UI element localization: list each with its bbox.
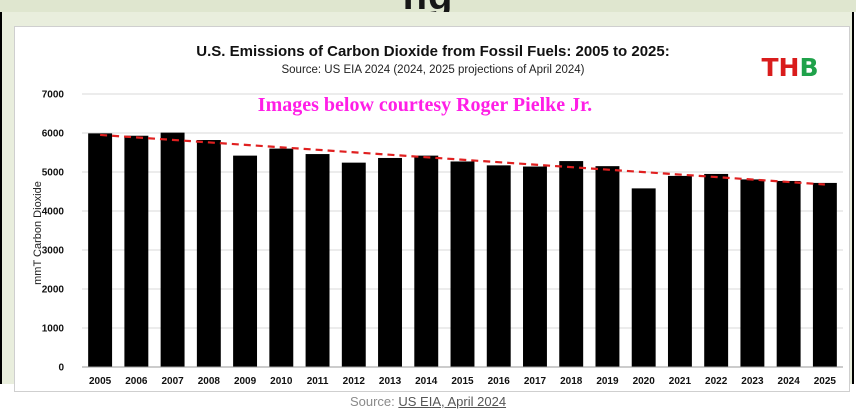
x-tick-label: 2017 bbox=[524, 376, 547, 387]
bar bbox=[704, 173, 729, 367]
source-link[interactable]: US EIA, April 2024 bbox=[398, 394, 507, 409]
thb-logo: THB bbox=[761, 53, 818, 82]
y-axis-label: mmT Carbon Dioxide bbox=[32, 181, 44, 285]
logo-letter: B bbox=[799, 53, 818, 82]
x-tick-label: 2007 bbox=[161, 376, 184, 387]
x-tick-label: 2021 bbox=[669, 376, 692, 387]
y-tick-label: 2000 bbox=[42, 285, 65, 296]
x-tick-label: 2013 bbox=[379, 376, 402, 387]
bar bbox=[486, 165, 511, 367]
x-tick-label: 2008 bbox=[198, 376, 221, 387]
y-tick-label: 7000 bbox=[42, 90, 65, 101]
x-axis-ticks: 2005 2006 2007 2008 2009 2010 2011 2012 2013 2014… bbox=[89, 376, 836, 387]
x-tick-label: 2005 bbox=[89, 376, 112, 387]
chart-frame: U.S. Emissions of Carbon Dioxide from Fo… bbox=[0, 12, 854, 392]
bar bbox=[776, 180, 801, 367]
x-tick-label: 2014 bbox=[415, 376, 438, 387]
x-tick-label: 2011 bbox=[307, 376, 329, 387]
chart-title: U.S. Emissions of Carbon Dioxide from Fo… bbox=[196, 43, 669, 60]
chart-card: U.S. Emissions of Carbon Dioxide from Fo… bbox=[14, 26, 850, 392]
bar bbox=[341, 162, 366, 367]
bar-series bbox=[88, 132, 837, 367]
header-band-text: ng bbox=[0, 0, 856, 12]
bar bbox=[812, 182, 837, 367]
logo-letter: T bbox=[761, 53, 778, 82]
emissions-bar-chart: U.S. Emissions of Carbon Dioxide from Fo… bbox=[32, 43, 843, 387]
bar bbox=[378, 157, 402, 367]
bar bbox=[740, 179, 765, 367]
y-tick-label: 3000 bbox=[42, 246, 65, 257]
x-tick-label: 2019 bbox=[596, 376, 619, 387]
y-tick-label: 0 bbox=[58, 363, 64, 374]
courtesy-overlay-text: Images below courtesy Roger Pielke Jr. bbox=[258, 94, 592, 116]
bar bbox=[88, 133, 113, 367]
bar bbox=[559, 161, 584, 367]
bar bbox=[595, 166, 620, 367]
x-tick-label: 2006 bbox=[125, 376, 148, 387]
x-tick-label: 2016 bbox=[488, 376, 511, 387]
y-tick-label: 6000 bbox=[42, 129, 65, 140]
x-tick-label: 2015 bbox=[451, 376, 474, 387]
y-tick-label: 1000 bbox=[42, 324, 65, 335]
bar bbox=[269, 148, 294, 367]
x-tick-label: 2012 bbox=[343, 376, 366, 387]
bar bbox=[196, 140, 221, 367]
x-tick-label: 2009 bbox=[234, 376, 257, 387]
x-tick-label: 2023 bbox=[741, 376, 764, 387]
bar bbox=[450, 161, 475, 367]
source-footer: Source: US EIA, April 2024 bbox=[0, 394, 856, 409]
x-tick-label: 2025 bbox=[814, 376, 837, 387]
bar bbox=[233, 155, 258, 367]
footer-prefix: Source: bbox=[349, 394, 399, 409]
y-tick-label: 5000 bbox=[42, 168, 65, 179]
y-tick-label: 4000 bbox=[42, 207, 65, 218]
bar bbox=[523, 166, 547, 367]
header-band: ng bbox=[0, 0, 856, 12]
x-tick-label: 2024 bbox=[778, 376, 801, 387]
x-tick-label: 2010 bbox=[270, 376, 293, 387]
logo-letter: H bbox=[779, 53, 800, 82]
bar bbox=[124, 135, 149, 367]
x-tick-label: 2022 bbox=[705, 376, 728, 387]
chart-subtitle: Source: US EIA 2024 (2024, 2025 projecti… bbox=[281, 64, 584, 76]
trend-line bbox=[100, 133, 825, 186]
bar bbox=[414, 155, 439, 367]
bar bbox=[631, 188, 656, 367]
bar bbox=[667, 175, 692, 367]
x-tick-label: 2020 bbox=[633, 376, 656, 387]
bar bbox=[305, 154, 330, 367]
x-tick-label: 2018 bbox=[560, 376, 583, 387]
bar bbox=[160, 132, 185, 367]
